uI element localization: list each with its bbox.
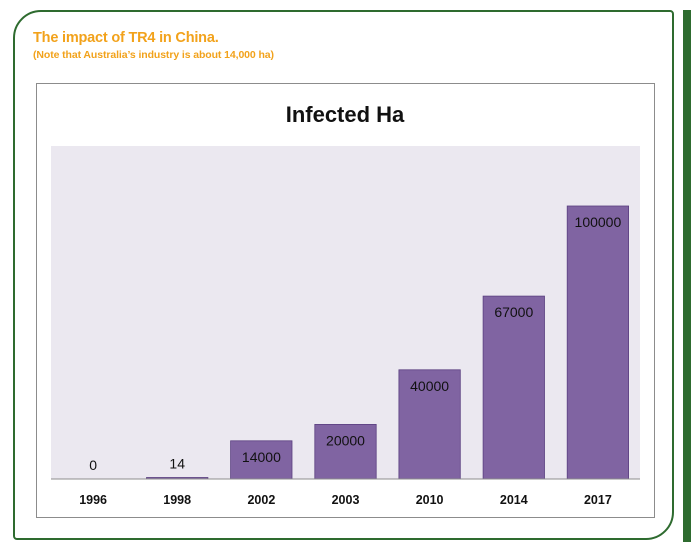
bar-2014 bbox=[482, 295, 545, 480]
data-label-1998: 14 bbox=[169, 456, 185, 472]
card-note: (Note that Australia’s industry is about… bbox=[33, 49, 274, 61]
x-tick-label-2003: 2003 bbox=[332, 493, 360, 507]
x-tick-label-1998: 1998 bbox=[163, 493, 191, 507]
bar-2017 bbox=[566, 205, 630, 480]
card-title: The impact of TR4 in China. bbox=[33, 30, 219, 46]
data-label-2017: 100000 bbox=[575, 214, 622, 230]
chart-frame: Infected Ha 0 14 14000 20000 40000 67000 10000… bbox=[36, 83, 655, 518]
bar-2002 bbox=[230, 440, 293, 480]
x-tick-label-2010: 2010 bbox=[416, 493, 444, 507]
x-tick-label-2014: 2014 bbox=[500, 493, 528, 507]
data-label-2010: 40000 bbox=[410, 378, 449, 394]
data-label-1996: 0 bbox=[89, 457, 97, 473]
card-edge-accent bbox=[683, 10, 691, 542]
data-label-2003: 20000 bbox=[326, 432, 365, 448]
data-label-2014: 67000 bbox=[494, 304, 533, 320]
x-tick-label-1996: 1996 bbox=[79, 493, 107, 507]
x-tick-label-2017: 2017 bbox=[584, 493, 612, 507]
chart-title: Infected Ha bbox=[286, 102, 405, 127]
data-label-2002: 14000 bbox=[242, 449, 281, 465]
bar-chart: Infected Ha 0 14 14000 20000 40000 67000 10000… bbox=[51, 102, 640, 507]
x-tick-label-2002: 2002 bbox=[247, 493, 275, 507]
